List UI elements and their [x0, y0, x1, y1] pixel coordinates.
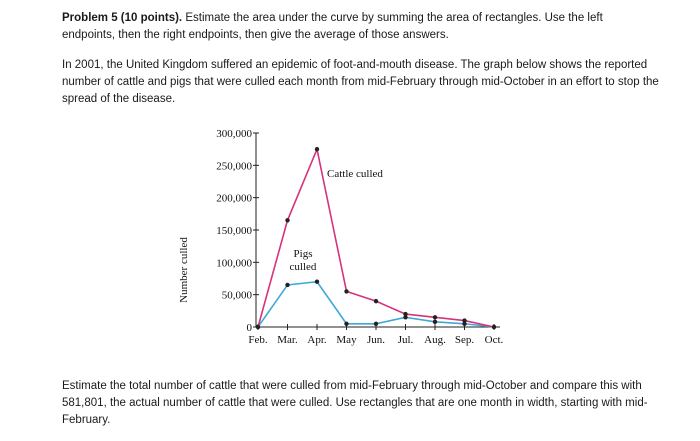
culled-chart: 0 50,000 100,000 150,000 200,000 250,000 300,0… [178, 128, 504, 346]
data-point-cattle [255, 324, 261, 330]
data-point-pigs [462, 321, 467, 326]
problem-body: Estimate the area under the curve by sum… [62, 12, 603, 41]
data-point-cattle [432, 315, 438, 320]
data-point-pigs [285, 282, 290, 288]
y-tick-label: 200,000 [216, 193, 252, 205]
data-point-pigs [432, 319, 438, 325]
x-tick-label: Feb. [248, 334, 268, 346]
data-point-cattle [462, 318, 467, 323]
data-point-pigs [344, 321, 349, 326]
problem-heading: Problem 5 (10 points). [62, 12, 183, 24]
x-tick-label: Jun. [367, 334, 385, 346]
data-point-cattle [314, 146, 320, 152]
y-tick-label: 100,000 [216, 257, 252, 269]
series-label-pigs-line1: Pigs [294, 248, 313, 260]
x-tick-label: Sep. [455, 334, 475, 346]
x-tick-label: Aug. [424, 334, 446, 346]
data-point-cattle [491, 324, 497, 330]
x-tick-label: Jul. [398, 334, 414, 346]
problem-statement: Problem 5 (10 points). Estimate the area… [62, 10, 652, 44]
question-paragraph: Estimate the total number of cattle that… [62, 380, 648, 426]
y-tick-label: 150,000 [216, 225, 252, 237]
data-point-cattle [373, 298, 379, 304]
y-tick-label: 0 [247, 322, 253, 334]
y-tick-label: 50,000 [222, 290, 253, 302]
data-point-cattle [403, 311, 408, 317]
data-point-pigs [314, 279, 320, 284]
x-tick-label: May [336, 334, 357, 346]
y-tick-label: 300,000 [216, 128, 252, 140]
y-tick-label: 250,000 [216, 160, 252, 172]
y-axis-label: Number culled [178, 237, 190, 303]
x-tick-label: Mar. [277, 334, 298, 346]
series-label-cattle: Cattle culled [327, 168, 383, 180]
x-tick-label: Apr. [307, 334, 327, 346]
x-tick-label: Oct. [485, 334, 504, 346]
data-point-pigs [373, 321, 379, 326]
intro-paragraph: In 2001, the United Kingdom suffered an … [62, 59, 659, 105]
data-point-cattle [285, 218, 290, 223]
data-point-cattle [344, 289, 349, 294]
series-label-pigs-line2: culled [290, 261, 317, 273]
data-point-pigs [403, 315, 408, 320]
